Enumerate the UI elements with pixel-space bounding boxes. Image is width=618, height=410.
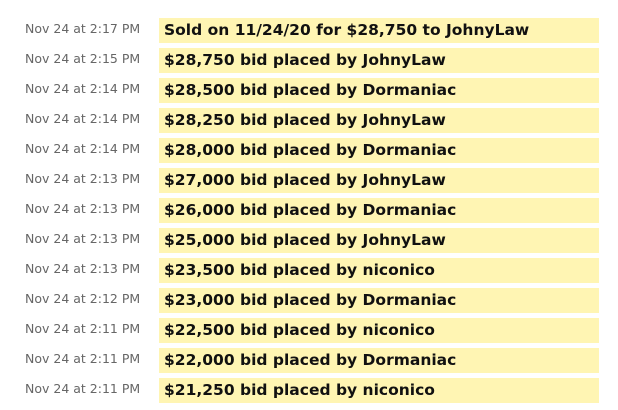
bid-timestamp: Nov 24 at 2:15 PM bbox=[25, 50, 141, 66]
bid-row: Nov 24 at 2:11 PM $21,250 bid placed by … bbox=[0, 375, 618, 405]
bid-row: Nov 24 at 2:14 PM $28,000 bid placed by … bbox=[0, 135, 618, 165]
bid-timestamp: Nov 24 at 2:12 PM bbox=[25, 290, 141, 306]
bid-description: $22,000 bid placed by Dormaniac bbox=[159, 347, 599, 373]
bid-timestamp: Nov 24 at 2:11 PM bbox=[25, 350, 141, 366]
bid-description: $23,000 bid placed by Dormaniac bbox=[159, 287, 599, 313]
bid-timestamp: Nov 24 at 2:17 PM bbox=[25, 20, 141, 36]
bid-timestamp: Nov 24 at 2:14 PM bbox=[25, 140, 141, 156]
bid-timestamp: Nov 24 at 2:11 PM bbox=[25, 320, 141, 336]
bid-row: Nov 24 at 2:13 PM $27,000 bid placed by … bbox=[0, 165, 618, 195]
bid-description: $26,000 bid placed by Dormaniac bbox=[159, 197, 599, 223]
bid-description: $28,750 bid placed by JohnyLaw bbox=[159, 47, 599, 73]
bid-row: Nov 24 at 2:13 PM $26,000 bid placed by … bbox=[0, 195, 618, 225]
bid-description: $27,000 bid placed by JohnyLaw bbox=[159, 167, 599, 193]
bid-timestamp: Nov 24 at 2:11 PM bbox=[25, 380, 141, 396]
bid-timestamp: Nov 24 at 2:13 PM bbox=[25, 200, 141, 216]
bid-description: $28,500 bid placed by Dormaniac bbox=[159, 77, 599, 103]
bid-row: Nov 24 at 2:15 PM $28,750 bid placed by … bbox=[0, 45, 618, 75]
sold-description: Sold on 11/24/20 for $28,750 to JohnyLaw bbox=[159, 17, 599, 43]
bid-row: Nov 24 at 2:13 PM $25,000 bid placed by … bbox=[0, 225, 618, 255]
bid-description: $23,500 bid placed by niconico bbox=[159, 257, 599, 283]
bid-description: $28,000 bid placed by Dormaniac bbox=[159, 137, 599, 163]
bid-description: $21,250 bid placed by niconico bbox=[159, 377, 599, 403]
bid-description: $25,000 bid placed by JohnyLaw bbox=[159, 227, 599, 253]
bid-row: Nov 24 at 2:13 PM $23,500 bid placed by … bbox=[0, 255, 618, 285]
bid-description: $22,500 bid placed by niconico bbox=[159, 317, 599, 343]
bid-row: Nov 24 at 2:14 PM $28,250 bid placed by … bbox=[0, 105, 618, 135]
bid-timestamp: Nov 24 at 2:14 PM bbox=[25, 110, 141, 126]
bid-row: Nov 24 at 2:12 PM $23,000 bid placed by … bbox=[0, 285, 618, 315]
bid-row: Nov 24 at 2:11 PM $22,000 bid placed by … bbox=[0, 345, 618, 375]
bid-row: Nov 24 at 2:14 PM $28,500 bid placed by … bbox=[0, 75, 618, 105]
bid-timestamp: Nov 24 at 2:13 PM bbox=[25, 260, 141, 276]
bid-timestamp: Nov 24 at 2:13 PM bbox=[25, 230, 141, 246]
bid-description: $28,250 bid placed by JohnyLaw bbox=[159, 107, 599, 133]
bid-row-sold: Nov 24 at 2:17 PM Sold on 11/24/20 for $… bbox=[0, 15, 618, 45]
bid-row: Nov 24 at 2:11 PM $22,500 bid placed by … bbox=[0, 315, 618, 345]
bid-timestamp: Nov 24 at 2:13 PM bbox=[25, 170, 141, 186]
bid-timestamp: Nov 24 at 2:14 PM bbox=[25, 80, 141, 96]
